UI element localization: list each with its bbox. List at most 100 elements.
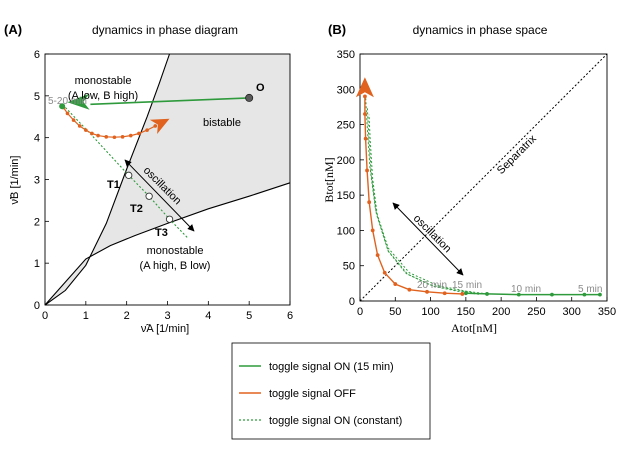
series-off-point xyxy=(367,200,372,205)
series-on-15-point xyxy=(582,292,587,297)
y-tick-label: 200 xyxy=(337,155,355,167)
x-tick-label: 5 xyxy=(246,310,252,322)
series-on-15-arrowhead xyxy=(67,93,90,110)
x-tick-label: 1 xyxy=(83,310,89,322)
series-off-point xyxy=(84,128,88,132)
series-off-point xyxy=(65,111,70,116)
series-off-point xyxy=(96,133,100,138)
series-on-15-line xyxy=(465,292,600,296)
series-off-point xyxy=(363,112,367,116)
y-tick-label: 250 xyxy=(337,120,355,132)
series-off-point xyxy=(112,135,117,140)
legend-label-off: toggle signal OFF xyxy=(269,388,356,400)
series-off-point xyxy=(137,131,141,136)
point-label-t3: T3 xyxy=(155,227,168,239)
series-off-point xyxy=(370,228,375,233)
series-on-constant-loop xyxy=(368,114,473,293)
series-on-15-line xyxy=(90,97,250,106)
region-label-bistable: bistable xyxy=(203,117,241,129)
lower-bifurcation-line xyxy=(44,182,291,306)
series-off-point xyxy=(460,292,465,296)
panel-a-ylabel: ν̃B [1/min] xyxy=(9,156,21,205)
y-tick-label: 50 xyxy=(343,261,355,273)
series-off-point xyxy=(120,135,125,139)
panel-a-ticks: 0 1 2 3 4 5 6 0 1 2 3 4 5 6 xyxy=(34,49,293,322)
panel-a-curves xyxy=(44,53,291,306)
series-off-point xyxy=(425,289,429,294)
series-off-arrowhead xyxy=(355,77,374,98)
series-off-point xyxy=(375,253,380,258)
point-label-t2: T2 xyxy=(130,203,143,215)
x-tick-label: 0 xyxy=(357,306,363,318)
point-t1 xyxy=(125,171,133,179)
point-o xyxy=(245,93,254,102)
series-off-point xyxy=(363,136,368,141)
x-tick-label: 2 xyxy=(124,310,130,322)
panel-b-ticks: 0 50 100 150 200 250 300 350 0 50 100 150 200 250 300 3… xyxy=(337,49,617,318)
x-tick-label: 0 xyxy=(42,310,48,322)
panel-b-xlabel: Atot[nM] xyxy=(451,321,497,335)
y-tick-label: 1 xyxy=(34,258,40,270)
panel-b-oscillation-label: oscillation xyxy=(411,213,454,256)
y-tick-label: 3 xyxy=(34,175,40,187)
time-label-20min: 20 min xyxy=(417,280,447,291)
series-on-constant-loop xyxy=(366,106,480,295)
legend-label-on-constant: toggle signal ON (constant) xyxy=(269,415,402,427)
series-off-point xyxy=(71,118,76,122)
series-off-point xyxy=(407,287,412,292)
y-tick-label: 4 xyxy=(34,133,40,145)
x-tick-label: 50 xyxy=(389,306,401,318)
legend-label-on-15: toggle signal ON (15 min) xyxy=(269,361,394,373)
panel-b-curves xyxy=(355,53,608,302)
point-t2 xyxy=(145,192,153,200)
x-tick-label: 3 xyxy=(164,310,170,322)
series-off-point xyxy=(104,135,109,139)
panel-a-oscillation-arrow xyxy=(124,159,195,232)
x-tick-label: 100 xyxy=(421,306,439,318)
y-tick-label: 0 xyxy=(34,300,40,312)
time-label-15min: 15 min xyxy=(452,280,482,291)
y-tick-label: 350 xyxy=(337,49,355,61)
y-tick-label: 150 xyxy=(337,190,355,202)
time-label-5min: 5 min xyxy=(578,284,602,295)
y-tick-label: 100 xyxy=(337,225,355,237)
x-tick-label: 4 xyxy=(205,310,211,322)
x-tick-label: 300 xyxy=(563,306,581,318)
point-t3 xyxy=(165,215,174,223)
panel-a-label: (A) xyxy=(4,22,22,37)
point-label-t1: T1 xyxy=(107,179,120,191)
series-off-point xyxy=(382,270,387,275)
upper-bifurcation-line xyxy=(44,53,171,306)
panel-b-axes xyxy=(359,53,608,302)
y-tick-label: 6 xyxy=(34,49,40,61)
series-on-constant-line xyxy=(365,96,488,295)
y-tick-label: 5 xyxy=(34,91,40,103)
separatrix-label: Separatrix xyxy=(495,133,539,177)
series-off-point xyxy=(145,128,149,132)
panel-b-title: dynamics in phase space xyxy=(413,23,548,37)
series-on-15-point xyxy=(485,292,489,296)
series-off-point xyxy=(128,133,133,138)
x-tick-label: 250 xyxy=(527,306,545,318)
panel-b-ylabel: Btot[nM] xyxy=(322,157,336,202)
panel-b-oscillation-arrow xyxy=(392,202,464,276)
region-label-mono-bottom-1: monostable xyxy=(147,245,204,257)
series-off-point xyxy=(90,131,94,136)
series-off-point xyxy=(77,124,82,128)
point-label-o: O xyxy=(256,82,265,94)
series-on-15-point xyxy=(516,292,521,297)
series-off-point xyxy=(363,94,367,99)
x-tick-label: 6 xyxy=(287,310,293,322)
y-tick-label: 0 xyxy=(349,296,355,308)
series-on-15-point xyxy=(463,291,468,296)
panel-a-time-label: 5-20 min xyxy=(48,96,87,107)
x-tick-label: 200 xyxy=(492,306,510,318)
start-point xyxy=(59,103,66,110)
panel-a-xlabel: ν̃A [1/min] xyxy=(141,323,189,335)
series-off-point xyxy=(393,282,398,286)
series-off-point xyxy=(365,168,369,173)
series-off-line xyxy=(62,107,156,138)
series-off-point xyxy=(442,291,447,296)
time-label-10min: 10 min xyxy=(511,284,541,295)
